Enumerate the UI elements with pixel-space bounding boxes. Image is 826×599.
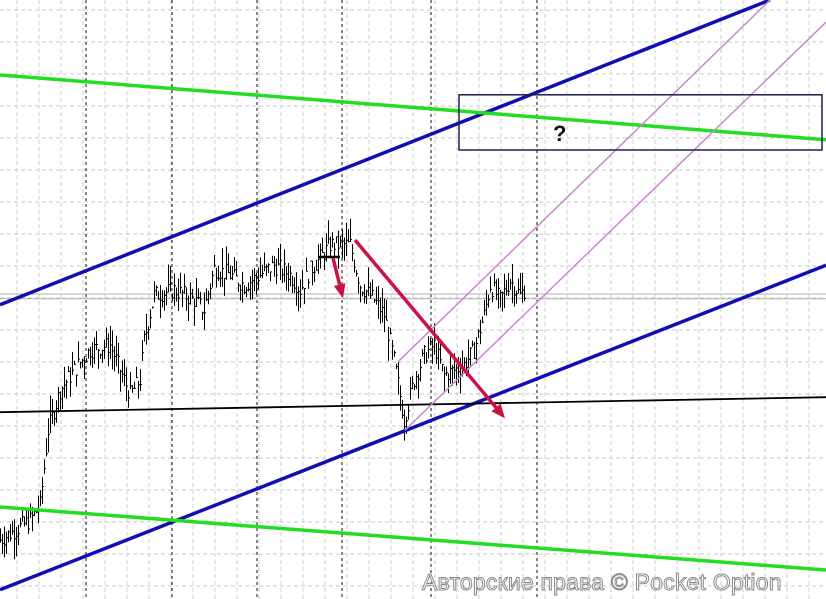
small-down-arrow-head (333, 283, 346, 299)
target-box (458, 94, 823, 151)
blue-lower-channel (0, 263, 826, 592)
small-down-arrow-shaft (331, 257, 342, 286)
target-box-label: ? (553, 121, 567, 146)
green-upper-line (0, 73, 826, 142)
large-down-arrow-shaft (353, 238, 498, 409)
purple-channel-upper (397, 0, 771, 363)
green-lower-line (0, 505, 826, 572)
blue-upper-channel (0, 0, 771, 307)
watermark: Авторские права © Pocket Option (422, 569, 783, 596)
large-down-arrow-head (491, 403, 505, 419)
purple-channel-lower (404, 21, 826, 431)
black-support-line (0, 396, 826, 414)
